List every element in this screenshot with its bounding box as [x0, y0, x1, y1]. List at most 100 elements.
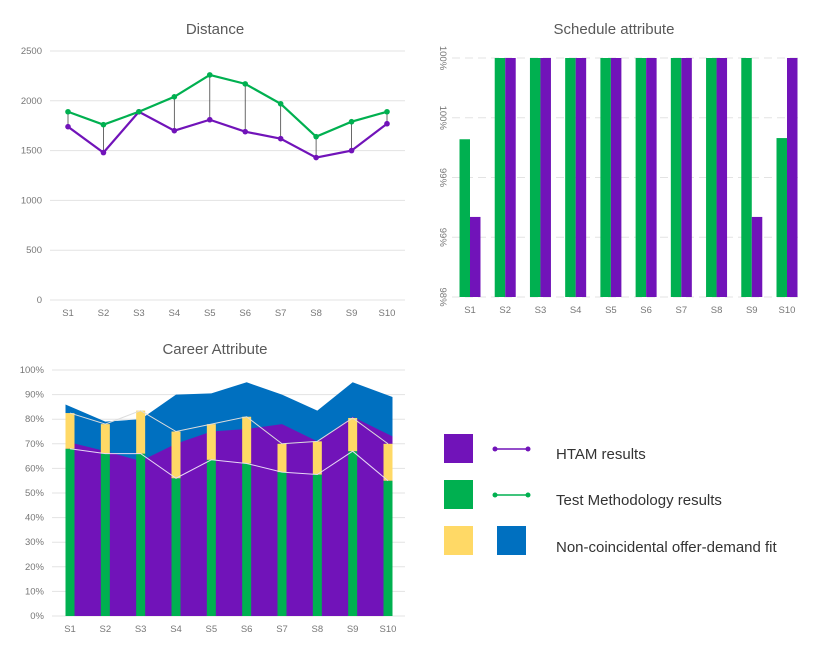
yellow-bar — [136, 410, 146, 454]
legend-purple-marker-icon — [492, 446, 498, 452]
yellow-bar — [65, 413, 75, 449]
green-bar — [171, 478, 181, 616]
y-tick-label: 70% — [25, 439, 45, 450]
y-tick-label: 99% — [437, 228, 448, 248]
x-tick-label: S8 — [711, 305, 723, 316]
y-tick-label: 50% — [25, 488, 45, 499]
data-point — [100, 149, 107, 156]
legend-green-marker-icon — [525, 492, 531, 498]
data-point — [171, 127, 178, 134]
legend-yellow-square-icon — [444, 526, 473, 555]
yellow-bar — [277, 443, 287, 473]
bar — [681, 58, 692, 297]
y-tick-label: 1500 — [21, 146, 42, 157]
bar — [751, 216, 763, 297]
x-tick-label: S5 — [605, 305, 617, 316]
y-tick-label: 90% — [25, 390, 45, 401]
bar — [505, 58, 516, 297]
data-point — [242, 81, 249, 87]
data-point — [277, 135, 284, 142]
data-point — [313, 133, 319, 140]
y-tick-label: 100% — [20, 365, 45, 376]
purple-area — [65, 416, 393, 616]
bar — [529, 58, 541, 297]
x-tick-label: S3 — [133, 308, 145, 319]
bar — [610, 58, 622, 297]
data-point — [206, 72, 213, 78]
data-point — [65, 108, 71, 115]
x-tick-label: S4 — [170, 624, 182, 635]
series-line — [67, 73, 388, 138]
legend-purple-marker-icon — [525, 446, 531, 452]
bar — [575, 58, 587, 297]
data-point — [277, 100, 284, 107]
data-point — [136, 108, 142, 115]
y-tick-label: 100% — [437, 106, 448, 131]
bar — [600, 58, 611, 297]
data-point — [206, 116, 213, 123]
bar — [706, 58, 717, 297]
data-point — [384, 108, 390, 115]
x-tick-label: S3 — [135, 624, 147, 635]
bar — [494, 58, 506, 297]
bar — [540, 58, 551, 297]
x-tick-label: S9 — [746, 305, 758, 316]
y-tick-label: 20% — [25, 562, 45, 573]
x-tick-label: S4 — [570, 305, 582, 316]
x-tick-label: S2 — [100, 624, 112, 635]
yellow-bar — [383, 443, 393, 481]
green-bar — [100, 453, 110, 616]
x-tick-label: S2 — [499, 305, 511, 316]
legend: HTAM results Test Methodology results No… — [444, 434, 778, 556]
yellow-bar — [206, 424, 216, 460]
y-tick-label: 98% — [437, 287, 448, 307]
data-point — [348, 147, 355, 154]
x-tick-label: S1 — [64, 624, 76, 635]
yellow-bar — [100, 424, 110, 454]
x-tick-label: S7 — [275, 308, 287, 319]
legend-purple-square-icon — [444, 434, 473, 463]
x-tick-label: S3 — [535, 305, 547, 316]
x-tick-label: S6 — [640, 305, 652, 316]
x-tick-label: S7 — [276, 624, 288, 635]
y-tick-label: 99% — [437, 168, 448, 188]
y-tick-label: 40% — [25, 513, 45, 524]
x-tick-label: S6 — [241, 624, 253, 635]
data-point — [384, 120, 390, 127]
green-bar — [383, 480, 393, 616]
legend-blue-square-icon — [497, 526, 526, 555]
career-chart: Career Attribute 0% 10% 20% 30% 40% 50% 60% 70%… — [20, 341, 405, 635]
bar — [459, 139, 470, 297]
data-point — [313, 154, 319, 161]
bar — [741, 58, 752, 297]
y-tick-label: 2500 — [21, 46, 42, 57]
green-bar — [136, 453, 146, 616]
x-tick-label: S5 — [206, 624, 218, 635]
yellow-bar — [348, 417, 358, 452]
legend-green-square-icon — [444, 480, 473, 509]
legend-label-noncoincidental: Non-coincidental offer-demand fit — [556, 539, 778, 556]
data-point — [65, 123, 71, 130]
data-point — [171, 94, 178, 100]
distance-title: Distance — [186, 21, 244, 38]
yellow-top-line — [69, 410, 389, 445]
x-tick-label: S8 — [310, 308, 322, 319]
x-tick-label: S1 — [464, 305, 476, 316]
bar — [670, 58, 682, 297]
career-title: Career Attribute — [162, 341, 267, 358]
green-bar — [348, 451, 358, 616]
y-tick-label: 30% — [25, 537, 45, 548]
legend-label-htam: HTAM results — [556, 446, 646, 463]
yellow-bar — [312, 441, 322, 475]
green-top-line — [69, 448, 389, 482]
y-tick-label: 0 — [37, 295, 42, 306]
x-tick-label: S9 — [346, 308, 358, 319]
yellow-bar — [171, 431, 181, 479]
schedule-title: Schedule attribute — [554, 21, 675, 38]
y-tick-label: 100% — [437, 46, 448, 71]
data-point — [242, 128, 249, 135]
bar — [716, 58, 728, 297]
x-tick-label: S10 — [380, 624, 397, 635]
green-bar — [65, 448, 75, 616]
